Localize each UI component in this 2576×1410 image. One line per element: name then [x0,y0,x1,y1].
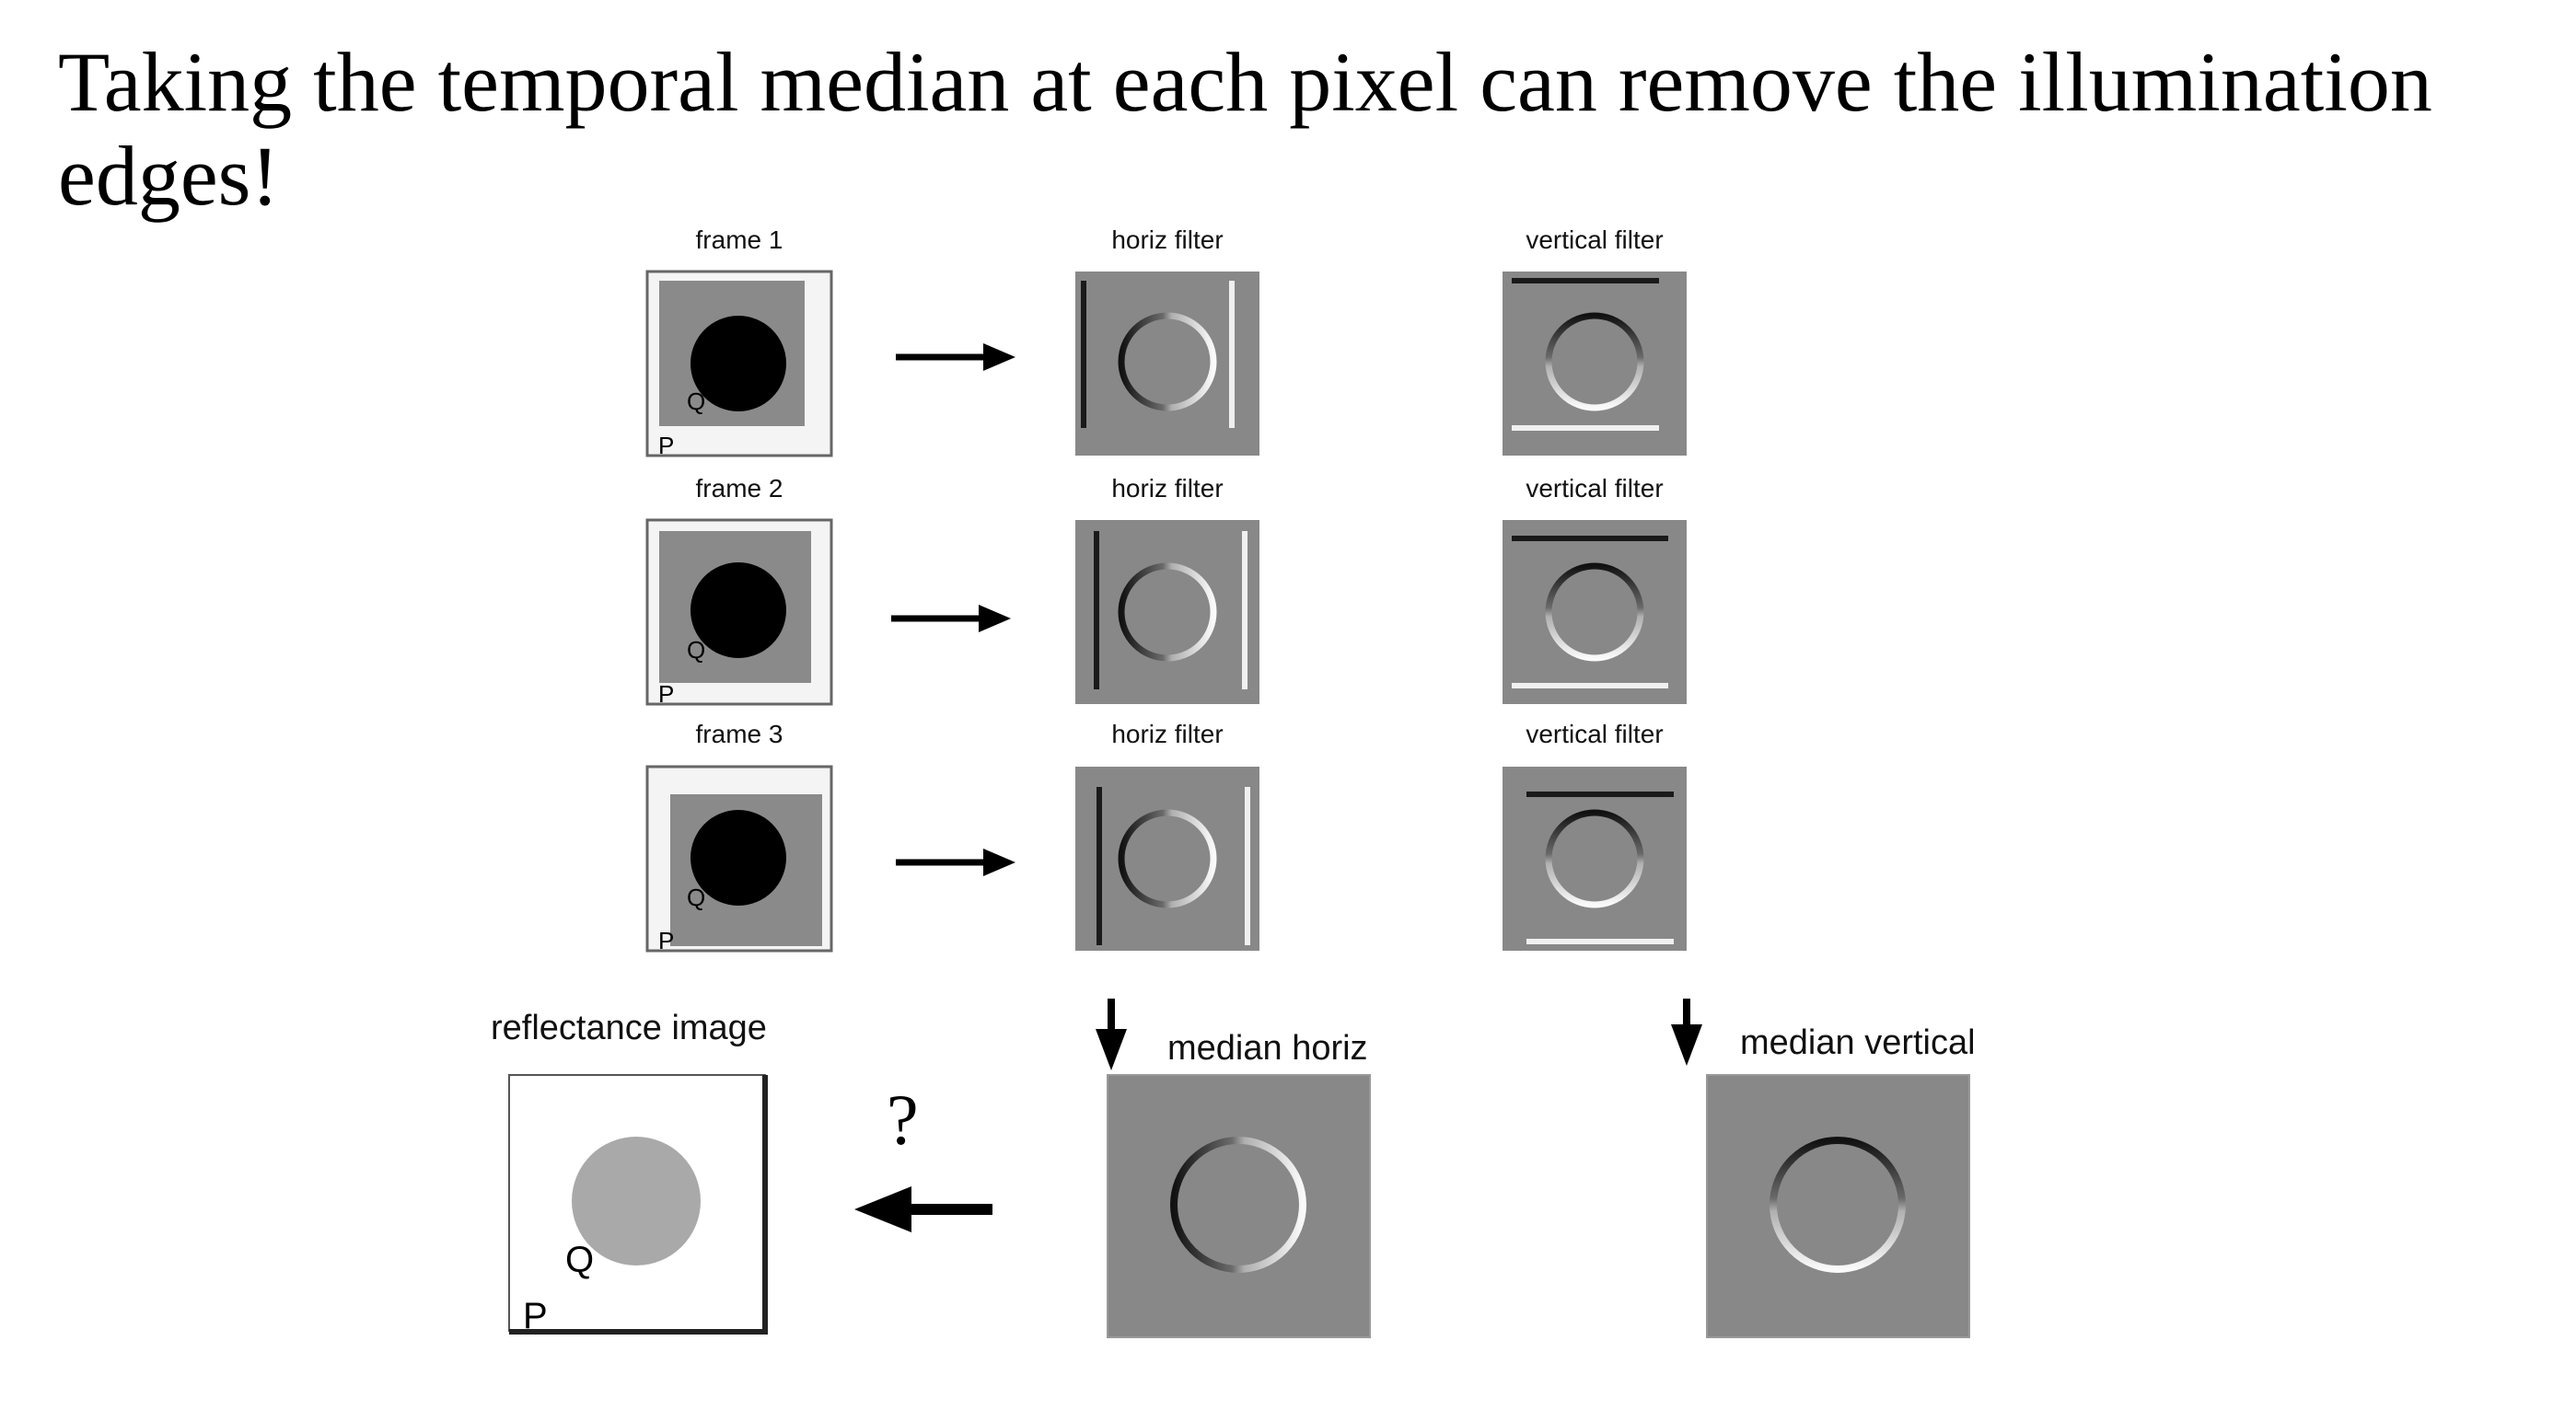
down-arrow-vertical [1671,999,1702,1066]
vertical-filter-1-image [1503,272,1687,456]
down-arrow-horiz [1096,999,1127,1070]
vertical-filter-3-image [1503,767,1687,951]
horiz-filter-3-label: horiz filter [1111,720,1224,748]
reflectance-point-q: Q [565,1240,594,1280]
vertical-filter-2-image [1503,520,1687,704]
horiz-filter-2-label: horiz filter [1111,474,1224,503]
horiz-filter-3-image [1075,767,1259,951]
median-horiz-image [1107,1074,1371,1338]
row-1-arrow [896,343,1015,371]
reflectance-image-label: reflectance image [491,1009,767,1047]
left-arrow-to-reflectance [854,1186,992,1232]
frame-2-label: frame 2 [695,474,783,503]
median-vertical-label: median vertical [1740,1023,1976,1062]
frame-1-point-q: Q [687,387,705,415]
frame-2-point-p: P [658,680,674,708]
horiz-filter-1-label: horiz filter [1111,225,1224,254]
frame-1-image: Q P [645,270,833,459]
frame-1-point-p: P [658,432,674,459]
row-2-arrow [891,605,1011,632]
vertical-filter-3-label: vertical filter [1526,720,1664,748]
row-3-arrow [896,849,1015,876]
frame-2-image: Q P [645,518,833,708]
frame-3-point-p: P [658,927,674,954]
frame-2-point-q: Q [687,636,705,664]
reflectance-image: Q P [508,1074,768,1336]
vertical-filter-1-label: vertical filter [1526,225,1664,254]
reflectance-point-p: P [523,1296,548,1336]
frame-3-label: frame 3 [695,720,783,748]
median-vertical-image [1706,1074,1970,1338]
frame-3-point-q: Q [687,884,705,911]
vertical-filter-2-label: vertical filter [1526,474,1664,503]
frame-1-label: frame 1 [695,225,783,254]
median-horiz-label: median horiz [1167,1029,1368,1068]
frame-3-image: Q P [645,765,833,954]
horiz-filter-1-image [1075,272,1259,456]
horiz-filter-2-image [1075,520,1259,704]
question-mark: ? [887,1080,919,1160]
slide-title: Taking the temporal median at each pixel… [58,35,2432,223]
